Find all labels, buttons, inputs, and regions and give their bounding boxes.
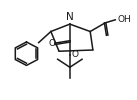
Text: O: O — [72, 50, 79, 59]
Text: O: O — [48, 39, 55, 48]
Text: N: N — [66, 12, 74, 22]
Text: OH: OH — [117, 15, 131, 24]
